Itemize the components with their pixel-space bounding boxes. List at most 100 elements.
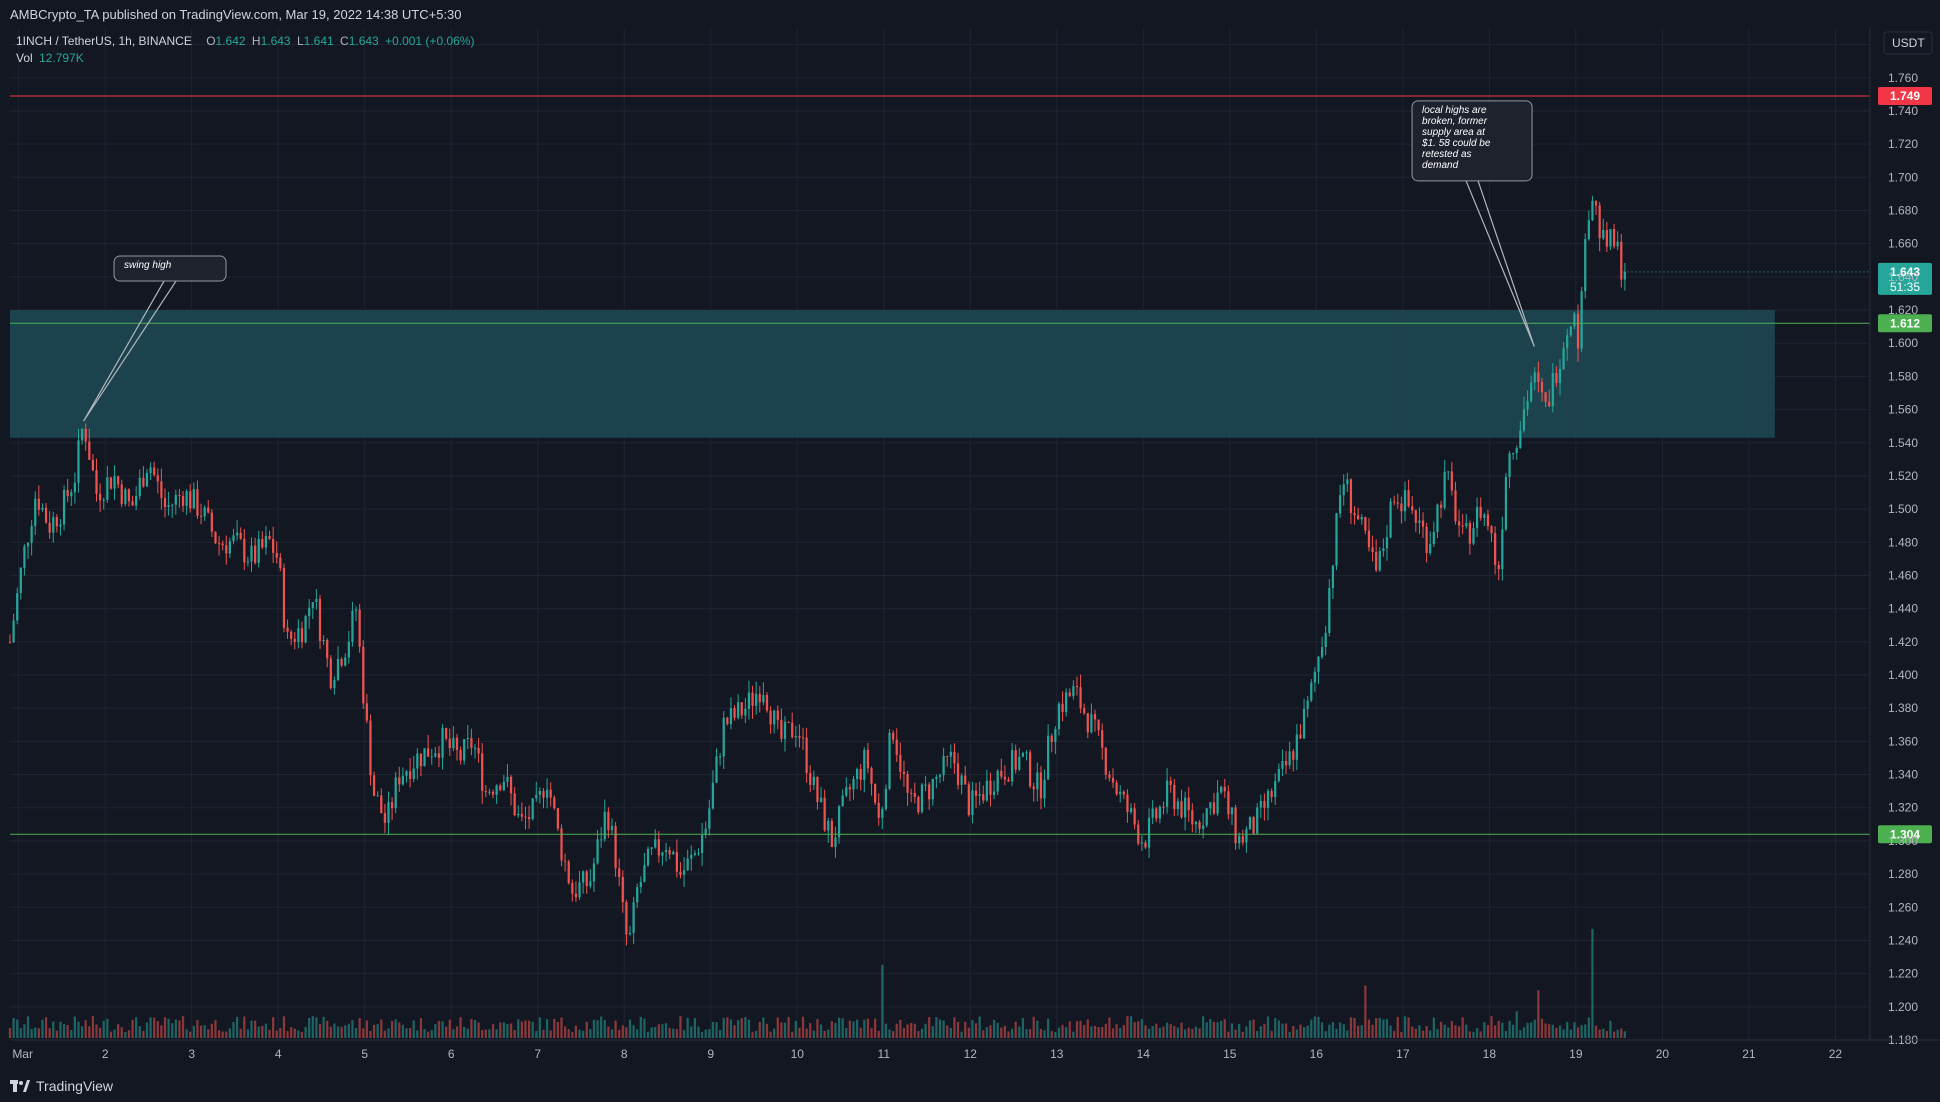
volume-bar [189,1031,192,1038]
volume-bar [542,1029,545,1038]
volume-bar [881,964,884,1038]
volume-bar [1047,1018,1050,1038]
candle-body [466,738,469,740]
x-tick-label: 20 [1656,1047,1670,1061]
candle-body [1584,239,1587,292]
candle-body [949,751,952,757]
candle-body [203,507,206,517]
candle-body [1472,528,1475,544]
candle-body [1530,382,1533,402]
last-price-label: 1.643 [1890,265,1920,279]
volume-bar [268,1029,271,1038]
candle-body [682,870,686,875]
candle-body [783,721,787,739]
volume-bar [322,1016,325,1038]
volume-bar [1457,1026,1461,1038]
y-tick-label: 1.340 [1888,768,1918,782]
volume-bar [1072,1031,1075,1038]
candle-body [1512,453,1515,455]
candle-body [1047,735,1050,780]
candle-body [160,481,163,498]
volume-bar [1248,1020,1252,1038]
volume-bar [196,1020,199,1038]
candle-body [1155,808,1158,819]
volume-bar [1461,1017,1464,1038]
candle-body [376,795,379,797]
volume-bar [744,1017,747,1038]
candle-body [892,732,895,740]
candle-body [268,536,271,540]
volume-bar [1281,1023,1284,1038]
candle-body [917,796,920,813]
volume-bar [225,1031,228,1038]
candle-body [657,839,660,856]
volume-bar [1274,1018,1277,1038]
candle-body [852,778,855,790]
candle-body [1010,750,1014,782]
candle-body [1591,200,1594,221]
candle-body [452,737,455,749]
volume-bar [1472,1031,1475,1038]
candle-body [574,893,578,898]
volume-bar [1043,1030,1046,1038]
candle-body [974,790,978,796]
candle-body [1180,801,1183,818]
candle-body [153,467,156,476]
volume-bar [149,1017,152,1038]
volume-bar [852,1021,855,1038]
candle-body [463,738,466,761]
candle-body [632,902,635,933]
candle-body [1176,801,1180,810]
candle-body [762,695,765,703]
level-tag [1878,87,1932,106]
candle-body [928,784,931,800]
volume-bar [445,1026,448,1038]
volume-bar [232,1021,235,1038]
grid [0,28,1940,1041]
candle-body [437,753,441,758]
volume-bar [470,1018,473,1038]
candle-body [30,525,33,543]
candle-body [535,794,538,799]
volume-bar [362,1028,365,1038]
candle-body [232,535,235,542]
candle-body [199,515,203,517]
candle-body [1158,806,1162,819]
volume-bar [646,1031,650,1038]
volume-bar [1111,1028,1115,1038]
currency-box [1883,31,1933,55]
low-label: L [296,34,304,48]
volume-bar [888,1029,891,1038]
candle-body [881,808,884,818]
volume-label[interactable]: Vol [16,51,33,65]
candle-body [192,489,195,509]
candle-body [888,732,891,789]
candle-body [971,790,974,816]
volume-bar [1010,1028,1014,1038]
candle-body [834,837,837,848]
candle-body [365,703,368,721]
candle-body [1295,734,1298,760]
candle-body [722,717,725,757]
candle-body [697,852,700,854]
candle-body [1519,430,1522,448]
volume-bar [1335,1028,1338,1038]
volume-bar [120,1027,123,1038]
volume-bar [135,1017,138,1038]
level-tag-label: 1.304 [1890,827,1920,841]
tradingview-logo[interactable]: TradingView [10,1078,113,1094]
volume-bar [1075,1021,1079,1038]
candle-body [787,721,790,723]
volume-bar [1288,1031,1291,1038]
volume-bar [1346,1030,1349,1038]
volume-bar [455,1026,459,1038]
symbol-label[interactable]: 1INCH / TetherUS, 1h, BINANCE [16,34,192,48]
candle-body [1501,529,1504,570]
candle-body [744,708,747,716]
candle-body [870,768,873,784]
volume-bar [1504,1031,1508,1038]
currency-label: USDT [1892,36,1925,50]
candle-body [964,775,967,785]
candle-body [495,785,498,795]
